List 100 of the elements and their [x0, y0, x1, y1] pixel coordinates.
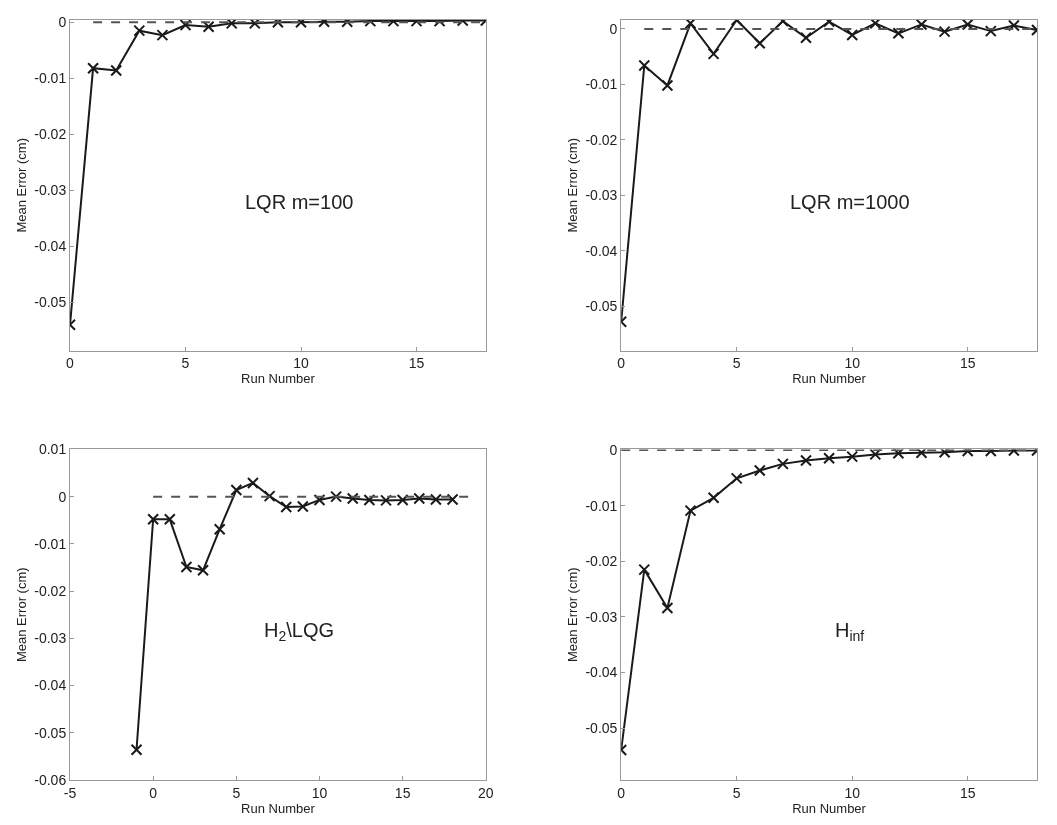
annotation: LQR m=1000: [790, 191, 910, 213]
y-tick-label: 0: [609, 441, 618, 458]
y-tick-label: -0.04: [34, 238, 67, 255]
x-axis-title: Run Number: [792, 371, 867, 387]
x-tick-label: 15: [959, 355, 976, 372]
y-tick-label: -0.03: [34, 182, 67, 199]
point: [280, 501, 293, 514]
y-tick-label: -0.01: [585, 497, 618, 514]
point: [938, 25, 951, 38]
point: [753, 37, 766, 50]
point: [246, 476, 259, 489]
y-tick-label: -0.02: [585, 131, 618, 148]
x-tick-label: 15: [959, 784, 976, 801]
y-axis-title: Mean Error (cm): [565, 567, 581, 663]
y-tick-label: 0.01: [38, 441, 67, 458]
y-tick-label: -0.04: [34, 677, 67, 694]
x-axis-title: Run Number: [241, 800, 316, 816]
point: [684, 20, 697, 30]
y-tick-label: -0.01: [34, 535, 67, 552]
point: [263, 490, 276, 503]
point: [147, 513, 160, 526]
point: [684, 504, 697, 517]
y-tick-label: -0.03: [585, 608, 618, 625]
point: [707, 47, 720, 60]
point: [87, 62, 100, 75]
x-axis-title: Run Number: [241, 371, 316, 387]
point: [429, 493, 442, 506]
point: [984, 25, 997, 38]
point: [330, 490, 343, 503]
y-tick-label: -0.03: [34, 630, 67, 647]
point: [915, 449, 928, 459]
x-tick-label: 15: [408, 355, 425, 372]
y-tick-label: -0.05: [34, 294, 67, 311]
point: [961, 20, 974, 31]
point: [753, 464, 766, 477]
point: [225, 20, 238, 30]
x-tick-label: 0: [149, 784, 158, 801]
point: [179, 20, 192, 32]
point: [110, 64, 123, 77]
point: [163, 513, 176, 526]
point: [938, 449, 951, 459]
x-tick-label: 20: [478, 784, 494, 801]
point: [846, 450, 859, 463]
point: [730, 472, 743, 485]
y-tick-label: -0.05: [34, 724, 67, 741]
annotation: LQR m=100: [245, 191, 354, 213]
point: [197, 564, 210, 577]
y-tick-label: -0.04: [585, 242, 618, 259]
point: [799, 454, 812, 467]
point: [213, 523, 226, 536]
point: [892, 449, 905, 460]
point: [230, 484, 243, 497]
point: [915, 20, 928, 31]
y-tick-label: -0.01: [585, 76, 618, 93]
point: [892, 27, 905, 40]
point: [661, 79, 674, 92]
point: [248, 20, 261, 30]
y-tick-label: -0.02: [585, 553, 618, 570]
y-tick-label: -0.03: [585, 187, 618, 204]
y-tick-label: -0.02: [34, 126, 67, 143]
x-tick-label: 5: [732, 784, 741, 801]
x-tick-label: 5: [181, 355, 190, 372]
point: [638, 59, 651, 72]
annotation: H$_{inf}$: [835, 619, 865, 645]
y-axis-title: Mean Error (cm): [14, 567, 30, 663]
point: [799, 31, 812, 44]
x-axis-title: Run Number: [792, 800, 867, 816]
x-tick-label: 10: [844, 355, 861, 372]
point: [396, 493, 409, 506]
x-tick-label: 5: [732, 355, 741, 372]
point: [846, 28, 859, 41]
point: [707, 491, 720, 504]
y-tick-label: -0.02: [34, 582, 67, 599]
point: [346, 492, 359, 505]
point: [296, 500, 309, 513]
point: [363, 493, 376, 506]
y-tick-label: -0.05: [585, 720, 618, 737]
point: [180, 561, 193, 573]
point: [313, 493, 326, 506]
point: [156, 29, 169, 42]
point: [638, 563, 651, 576]
y-tick-label: -0.01: [34, 70, 67, 87]
x-tick-label: 5: [232, 784, 241, 801]
y-tick-label: 0: [609, 20, 618, 37]
y-tick-label: 0: [58, 488, 67, 505]
x-tick-label: 15: [394, 784, 411, 801]
point: [413, 492, 426, 505]
point: [1007, 20, 1020, 32]
point: [661, 602, 674, 615]
x-tick-label: 10: [844, 784, 861, 801]
point: [380, 494, 393, 507]
point: [823, 452, 836, 465]
point: [869, 20, 882, 30]
point: [130, 743, 143, 756]
point: [776, 457, 789, 470]
point: [446, 493, 459, 506]
y-tick-label: -0.05: [585, 298, 618, 315]
x-tick-label: 10: [293, 355, 310, 372]
y-tick-label: 0: [58, 14, 67, 31]
y-axis-title: Mean Error (cm): [14, 137, 30, 233]
